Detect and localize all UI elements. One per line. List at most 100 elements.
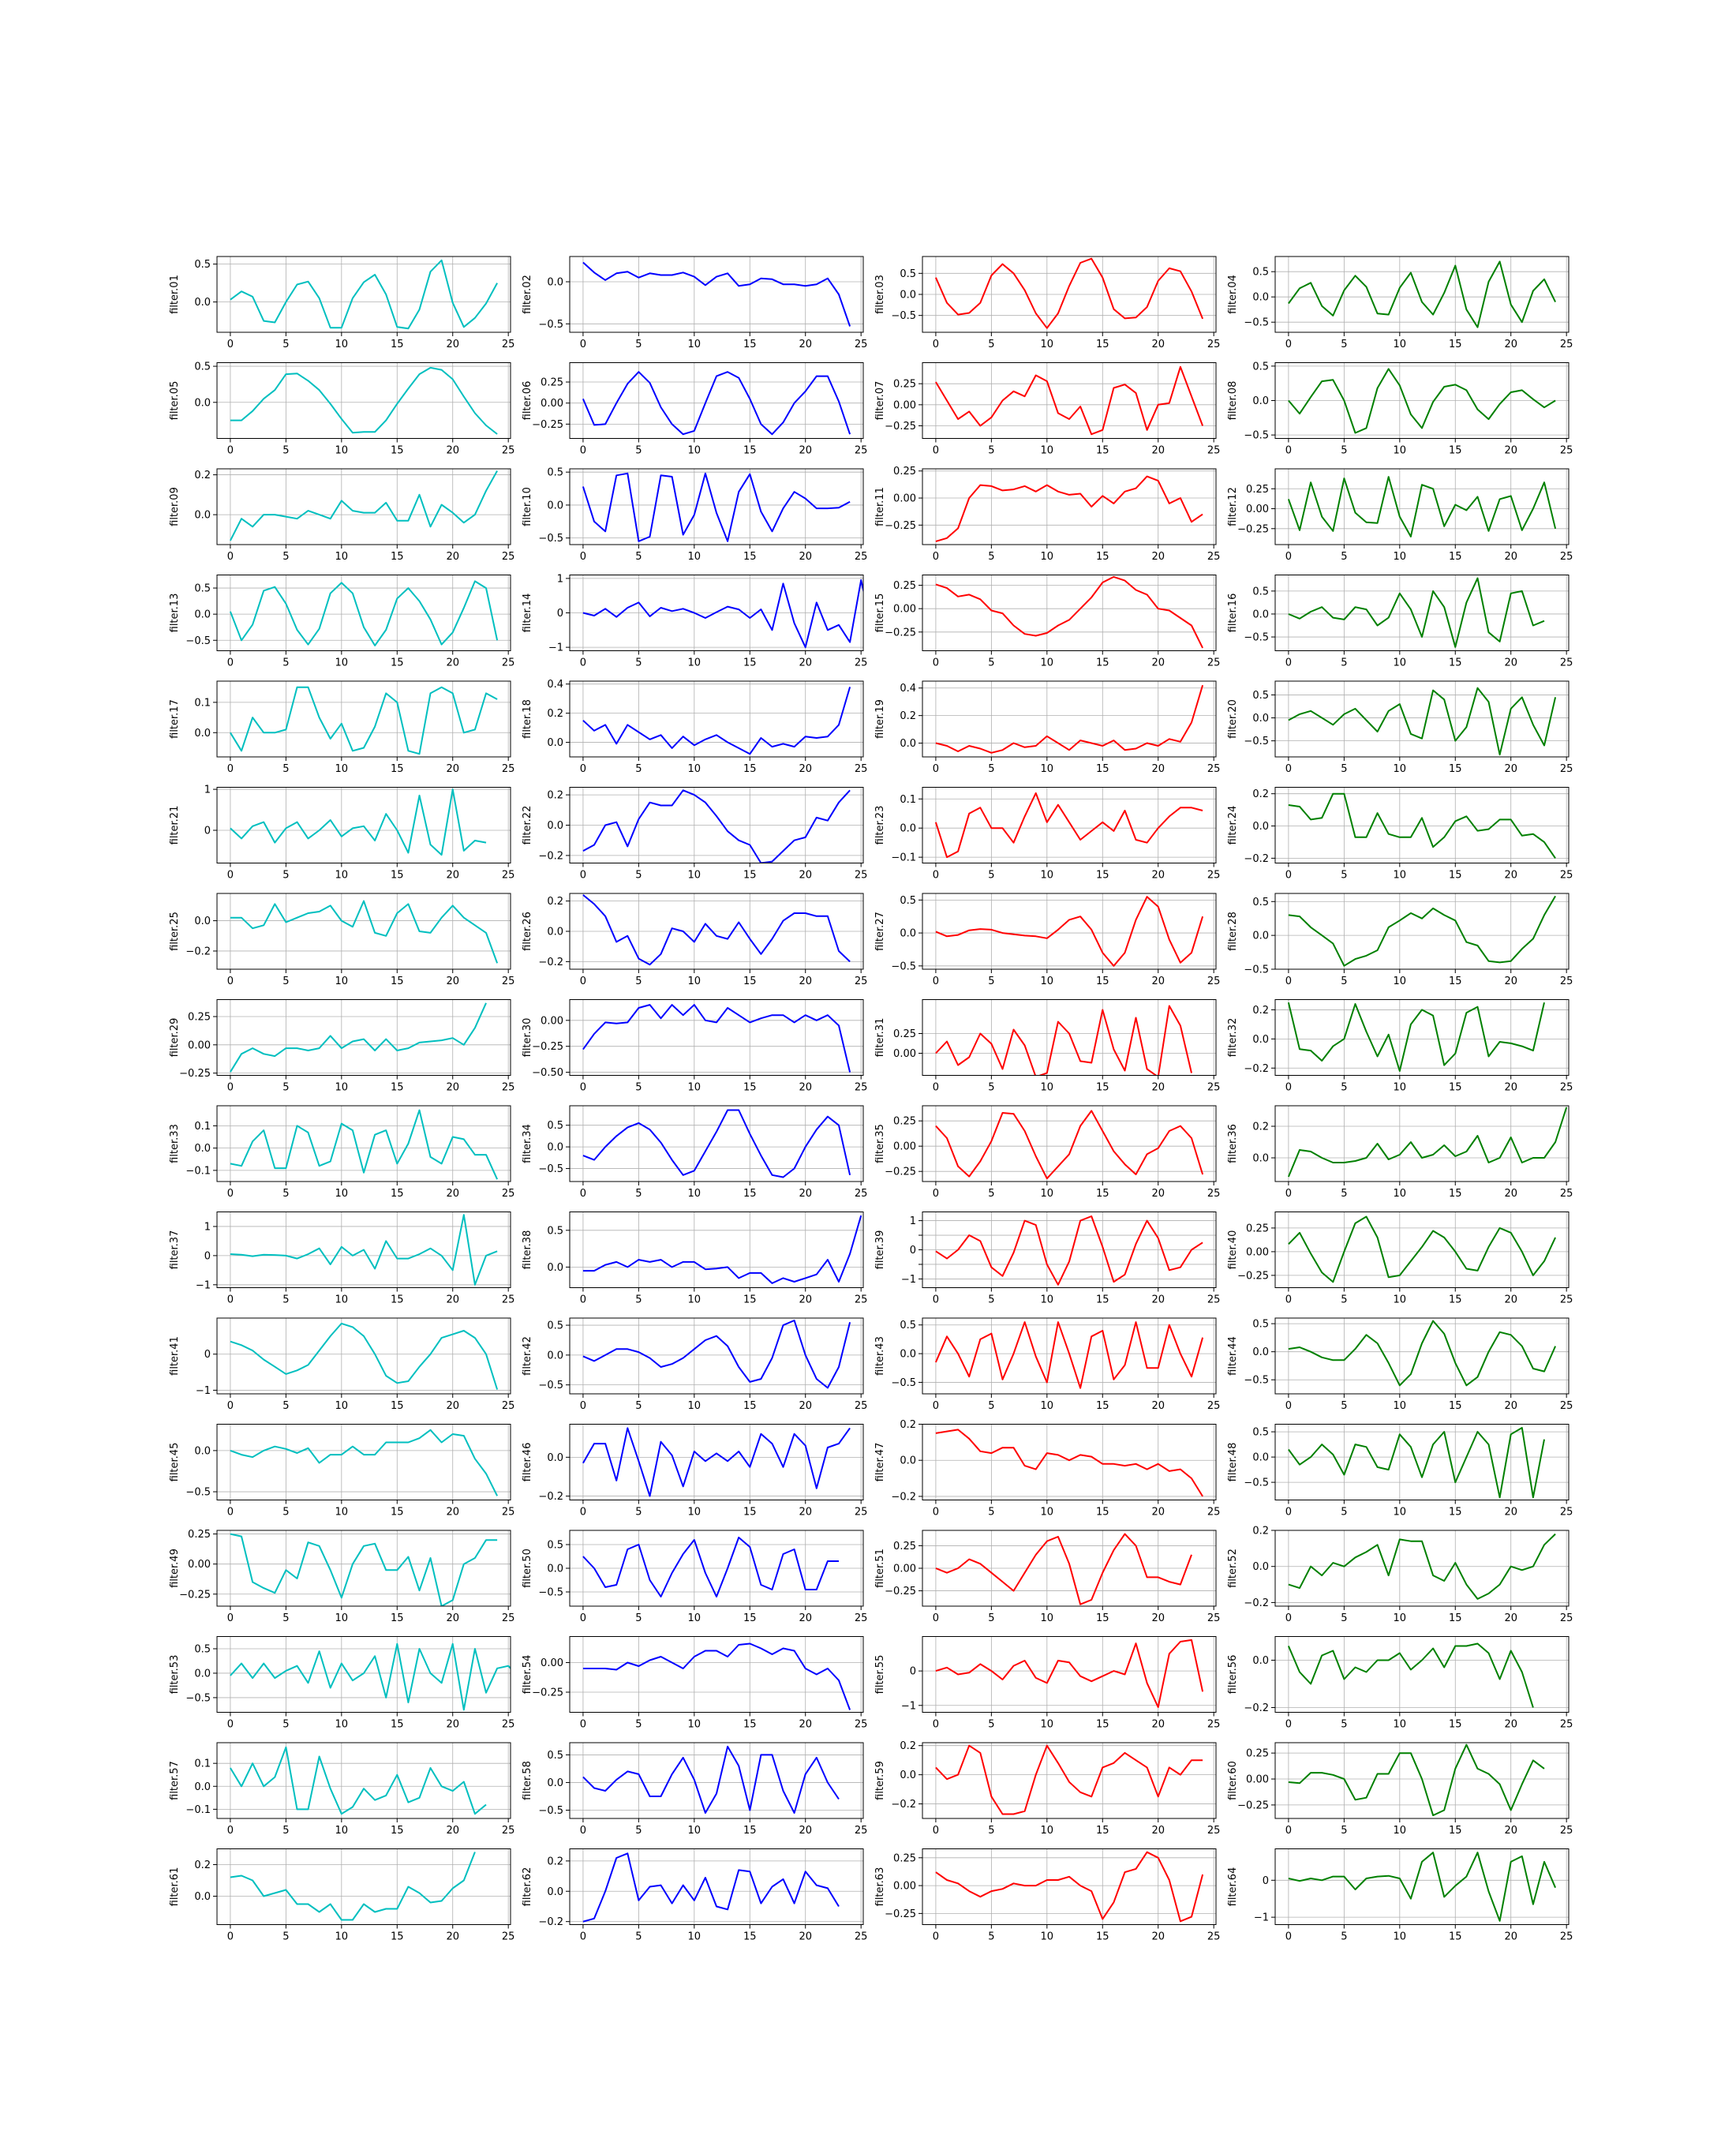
x-tick-label: 25 [855, 657, 868, 669]
x-tick-label: 5 [635, 1612, 642, 1624]
y-axis-label: filter.33 [169, 1124, 181, 1163]
y-tick-label: 0 [1263, 1875, 1269, 1887]
subplot-17: 0 5 10 15 20 25 0.0 0.1 filter.17 [169, 680, 514, 775]
x-tick-label: 0 [227, 551, 234, 563]
y-tick-label: −0.2 [891, 1491, 916, 1503]
y-tick-label: 0.0 [194, 1143, 211, 1155]
axes-frame [569, 468, 864, 545]
x-tick-label: 0 [933, 1400, 939, 1412]
subplot-18: 0 5 10 15 20 25 0.0 0.2 0.4 filter.18 [522, 679, 867, 775]
y-axis-label: filter.59 [874, 1761, 886, 1800]
y-axis-label: filter.52 [1227, 1549, 1239, 1588]
x-tick-label: 25 [502, 1612, 515, 1624]
y-tick-label: 1 [204, 1221, 211, 1233]
x-tick-label: 0 [933, 1931, 939, 1943]
x-tick-label: 10 [1041, 1612, 1054, 1624]
x-tick-label: 5 [988, 445, 994, 457]
x-tick-label: 20 [799, 1612, 812, 1624]
series-line [935, 896, 1204, 967]
series-line [935, 684, 1204, 754]
x-tick-label: 15 [1449, 1400, 1462, 1412]
x-tick-label: 5 [635, 1188, 642, 1200]
x-tick-label: 0 [580, 1719, 586, 1731]
x-tick-label: 5 [635, 763, 642, 775]
y-tick-label: −0.5 [185, 1487, 211, 1499]
subplot-57: 0 5 10 15 20 25 −0.1 0.0 0.1 filter.57 [169, 1742, 514, 1837]
subplot-64: 0 5 10 15 20 25 −1 0 filter.64 [1227, 1848, 1573, 1943]
x-tick-label: 5 [282, 870, 289, 882]
x-tick-label: 20 [446, 657, 459, 669]
x-tick-label: 15 [1449, 445, 1462, 457]
y-tick-label: 0.00 [541, 1657, 563, 1669]
x-tick-label: 15 [1096, 445, 1109, 457]
x-tick-label: 20 [1151, 763, 1165, 775]
x-tick-label: 15 [743, 1825, 757, 1837]
y-axis-label: filter.55 [874, 1655, 886, 1695]
y-tick-label: 0.4 [547, 679, 563, 691]
series-line [230, 686, 498, 755]
series-line [1288, 895, 1556, 967]
x-tick-label: 20 [1151, 445, 1165, 457]
x-tick-label: 10 [1041, 339, 1054, 350]
axes-frame [216, 1105, 511, 1182]
x-tick-label: 5 [988, 870, 994, 882]
y-axis-label: filter.51 [874, 1549, 886, 1588]
y-tick-label: 0.5 [1252, 690, 1269, 702]
x-tick-label: 0 [227, 1931, 234, 1943]
x-tick-label: 20 [446, 1188, 459, 1200]
subplot-47: 0 5 10 15 20 25 −0.2 0.0 0.2 filter.47 [874, 1419, 1220, 1519]
subplot-50: 0 5 10 15 20 25 −0.5 0.0 0.5 filter.50 [522, 1530, 867, 1624]
y-tick-label: 0.5 [194, 583, 211, 595]
x-tick-label: 5 [988, 657, 994, 669]
x-tick-label: 0 [933, 551, 939, 563]
y-axis-label: filter.58 [522, 1761, 533, 1800]
x-tick-label: 0 [1285, 445, 1292, 457]
series-line [1287, 476, 1557, 537]
x-tick-label: 5 [988, 1507, 994, 1519]
x-tick-label: 0 [580, 1825, 586, 1837]
subplot-3: 0 5 10 15 20 25 −0.5 0.0 0.5 filter.03 [874, 256, 1220, 350]
y-tick-label: 0.0 [547, 1564, 563, 1575]
y-axis-label: filter.10 [522, 487, 533, 526]
x-tick-label: 5 [1341, 1612, 1347, 1624]
y-tick-label: −0.5 [538, 1163, 563, 1175]
axes-frame [1274, 1105, 1570, 1182]
x-tick-label: 20 [799, 870, 812, 882]
y-tick-label: 0.5 [547, 1120, 563, 1132]
x-tick-label: 10 [335, 1931, 349, 1943]
y-axis-label: filter.02 [522, 275, 533, 314]
x-tick-label: 15 [1096, 1825, 1109, 1837]
x-tick-label: 10 [1394, 1294, 1407, 1306]
y-tick-label: 0.5 [1252, 267, 1269, 279]
axes-frame [1274, 575, 1570, 651]
y-axis-label: filter.43 [874, 1336, 886, 1376]
x-tick-label: 25 [1560, 870, 1573, 882]
subplot-34: 0 5 10 15 20 25 −0.5 0.0 0.5 filter.34 [522, 1105, 867, 1200]
series-line [582, 1537, 839, 1597]
y-axis-label: filter.25 [169, 912, 181, 951]
x-tick-label: 10 [335, 1507, 349, 1519]
x-tick-label: 15 [1096, 551, 1109, 563]
x-tick-label: 15 [743, 1188, 757, 1200]
y-tick-label: 1 [910, 1215, 916, 1227]
x-tick-label: 5 [282, 1719, 289, 1731]
x-tick-label: 10 [1041, 1931, 1054, 1943]
y-tick-label: 0.25 [893, 1852, 916, 1864]
subplot-33: 0 5 10 15 20 25 −0.1 0.0 0.1 filter.33 [169, 1105, 514, 1200]
y-tick-label: 0.00 [893, 1564, 916, 1575]
subplot-15: 0 5 10 15 20 25 −0.25 0.00 0.25 filter.15 [874, 575, 1220, 669]
y-tick-label: −0.2 [538, 957, 563, 968]
y-tick-label: 0.0 [194, 1781, 211, 1793]
series-line [230, 1746, 487, 1815]
x-tick-label: 10 [1041, 1825, 1054, 1837]
x-tick-label: 20 [446, 1719, 459, 1731]
x-tick-label: 15 [1449, 1825, 1462, 1837]
x-tick-label: 25 [502, 976, 515, 987]
y-tick-label: −0.5 [538, 1587, 563, 1599]
x-tick-label: 0 [933, 1612, 939, 1624]
series-line [230, 900, 499, 964]
y-tick-label: −1 [1254, 1912, 1269, 1924]
y-tick-label: 0.1 [194, 697, 211, 709]
series-line [582, 1320, 851, 1389]
